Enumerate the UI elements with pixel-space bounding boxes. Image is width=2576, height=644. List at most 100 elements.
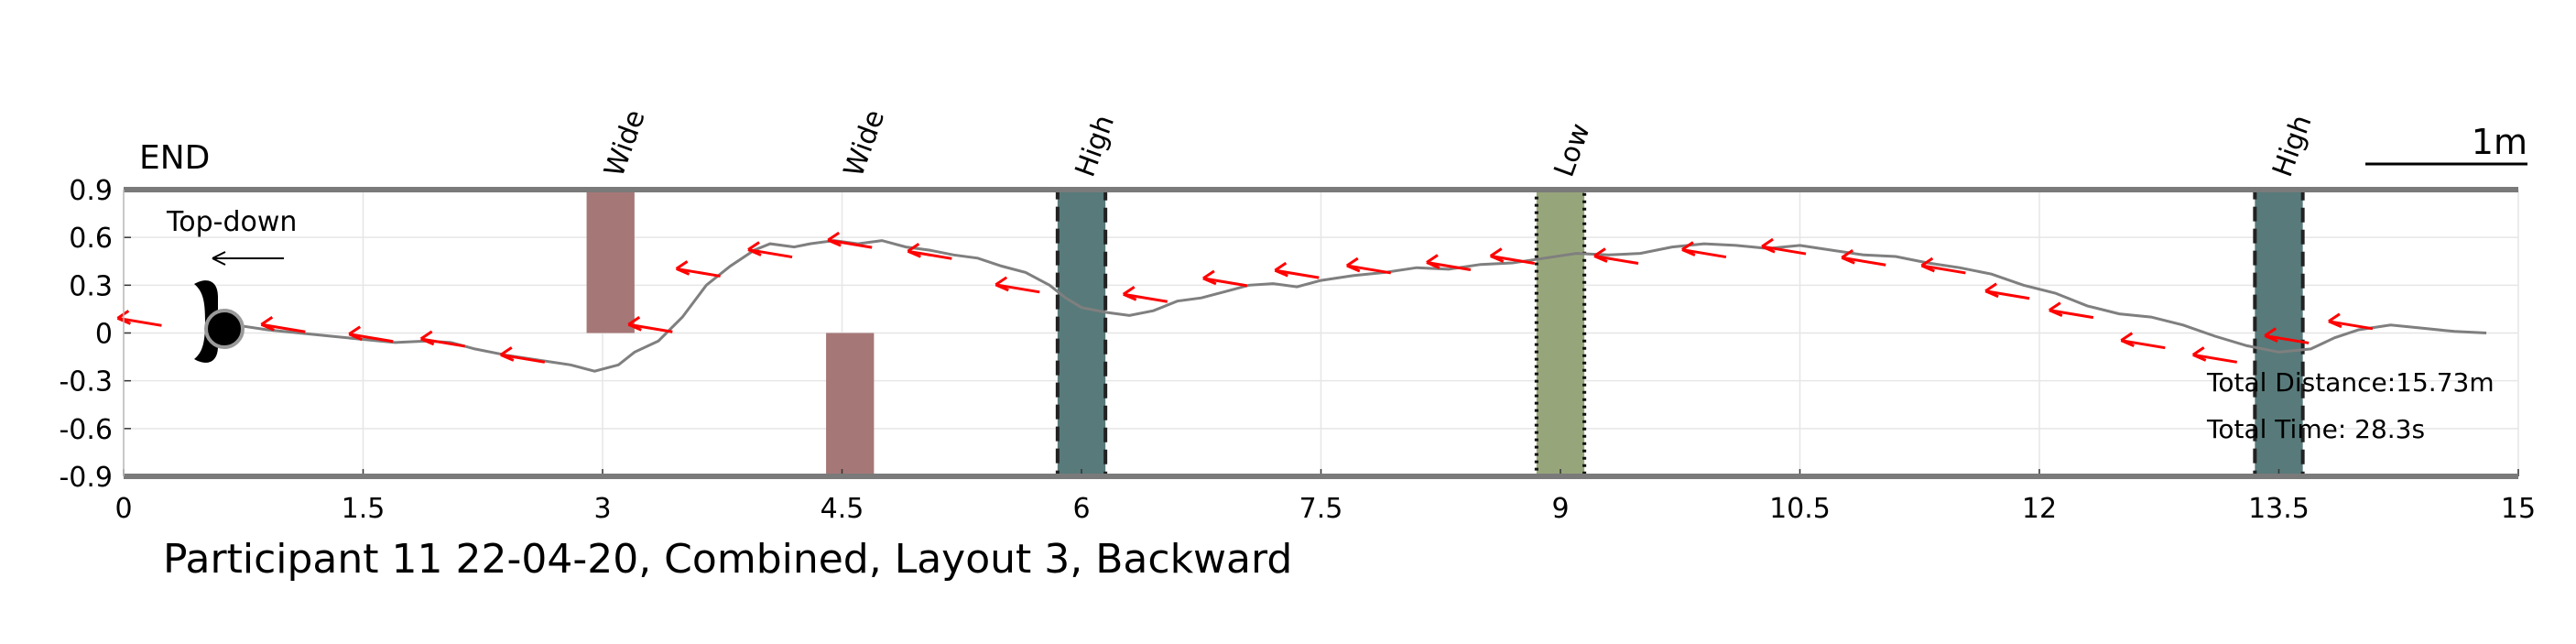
heading-arrow-shaft — [1202, 277, 1248, 288]
trajectory-line — [234, 239, 2487, 373]
heading-arrow-head — [1841, 249, 1855, 265]
heading-arrow — [419, 330, 465, 348]
obstacles — [586, 188, 2305, 478]
y-tick-label: 0.6 — [69, 223, 113, 255]
x-tick-label: 3 — [593, 493, 611, 525]
heading-arrow — [2264, 327, 2310, 344]
heading-arrow-shaft — [261, 322, 306, 333]
heading-arrow — [1681, 241, 1727, 259]
heading-arrow — [675, 260, 721, 278]
heading-arrow-head — [500, 346, 515, 362]
heading-arrow — [995, 276, 1040, 294]
heading-arrow-head — [2264, 327, 2278, 343]
heading-arrow-head — [827, 231, 842, 247]
trajectory — [234, 239, 2487, 373]
heading-arrow — [1202, 269, 1248, 288]
heading-arrow-head — [1593, 247, 1608, 263]
heading-arrow-shaft — [1984, 289, 2030, 300]
heading-arrow-shaft — [995, 283, 1040, 294]
x-tick-label: 12 — [2022, 493, 2057, 525]
heading-arrow-head — [747, 241, 762, 257]
heading-arrow-head — [907, 243, 921, 258]
y-tick-label: -0.6 — [59, 414, 113, 446]
heading-arrow-head — [2120, 332, 2135, 348]
heading-arrow — [627, 316, 673, 333]
y-tick-label: -0.9 — [59, 462, 113, 494]
obstacle-wide — [826, 333, 875, 476]
heading-arrow-head — [627, 316, 642, 332]
y-tick-label: -0.3 — [59, 366, 113, 398]
participant-topdown-icon — [194, 280, 245, 363]
heading-arrow-head — [1489, 247, 1505, 263]
heading-arrows — [116, 231, 2374, 364]
heading-arrow-head — [2328, 312, 2342, 329]
heading-arrow-shaft — [747, 248, 793, 259]
heading-arrow-head — [1984, 282, 1999, 299]
heading-arrow-shaft — [1490, 255, 1535, 265]
heading-arrow — [348, 325, 394, 344]
heading-arrow — [2120, 332, 2166, 350]
heading-arrow-head — [1920, 257, 1935, 273]
heading-arrow-head — [2049, 301, 2063, 318]
scale-bar-label: 1m — [2472, 122, 2527, 162]
heading-arrow-shaft — [1593, 255, 1639, 265]
heading-arrow-shaft — [628, 322, 673, 333]
heading-arrow-shaft — [117, 316, 162, 327]
heading-arrow-head — [1122, 285, 1137, 301]
heading-arrow-shaft — [1841, 256, 1886, 267]
heading-arrow — [1489, 247, 1535, 265]
heading-arrow-shaft — [1681, 248, 1727, 259]
x-tick-label: 9 — [1551, 493, 1569, 525]
heading-arrow — [2328, 312, 2374, 331]
heading-arrow — [1761, 237, 1807, 256]
heading-arrow-head — [419, 330, 435, 346]
heading-arrow-head — [1761, 237, 1776, 254]
heading-arrow — [1122, 285, 1168, 303]
total-time: Total Time: 28.3s — [2206, 414, 2425, 444]
obstacle-label: High — [1070, 111, 1121, 181]
heading-arrow — [747, 241, 793, 259]
heading-arrow-shaft — [348, 333, 394, 344]
end-label: END — [139, 139, 210, 177]
heading-arrow-shaft — [2328, 320, 2374, 331]
x-tick-label: 1.5 — [342, 493, 386, 525]
heading-arrow-head — [1345, 257, 1361, 273]
heading-arrow-head — [1681, 241, 1696, 257]
obstacle-label: Wide — [838, 105, 891, 180]
heading-arrow — [1345, 257, 1392, 275]
heading-arrow-shaft — [1426, 260, 1472, 271]
obstacle-label: High — [2266, 111, 2318, 181]
obstacle-wide — [586, 190, 635, 333]
heading-arrow — [1426, 254, 1472, 271]
obstacle-label: Wide — [598, 105, 651, 180]
obstacle-labels: Wide Wide High Low High — [598, 105, 2318, 180]
heading-arrow-head — [260, 316, 275, 332]
x-tick-label: 15 — [2501, 493, 2536, 525]
heading-arrow-shaft — [1275, 268, 1320, 279]
heading-arrow-shaft — [1123, 292, 1168, 303]
heading-arrow — [907, 243, 952, 260]
heading-arrow — [260, 316, 306, 333]
x-tick-label: 4.5 — [821, 493, 864, 525]
heading-arrow — [1593, 247, 1639, 265]
heading-arrow — [1274, 261, 1320, 279]
heading-arrow-head — [2191, 346, 2207, 362]
heading-arrow-head — [1426, 254, 1440, 269]
x-tick-label: 10.5 — [1769, 493, 1831, 525]
heading-arrow-head — [1274, 261, 1288, 278]
heading-arrow-head — [995, 276, 1009, 292]
x-tick-label: 6 — [1072, 493, 1090, 525]
x-tick-label: 0 — [114, 493, 132, 525]
obstacle-high — [1055, 188, 1108, 478]
y-tick-label: 0.3 — [69, 270, 113, 302]
heading-arrow — [1984, 282, 2030, 300]
heading-arrow-shaft — [1761, 245, 1807, 256]
heading-arrow — [2191, 346, 2238, 364]
heading-arrow — [1841, 249, 1886, 267]
heading-arrow-shaft — [420, 337, 465, 348]
x-tick-label: 7.5 — [1299, 493, 1343, 525]
x-tick-label: 13.5 — [2248, 493, 2310, 525]
heading-arrow-head — [348, 325, 363, 342]
y-tick-label: 0 — [95, 319, 113, 351]
